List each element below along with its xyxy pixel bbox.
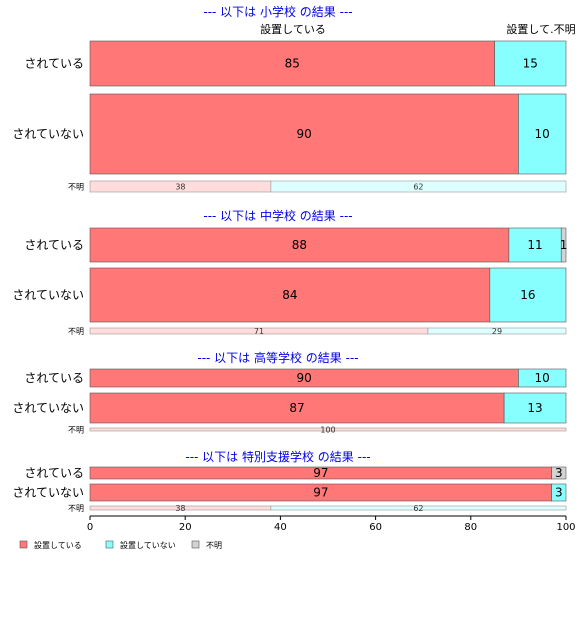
value-label: 71 bbox=[254, 327, 264, 336]
value-label: 11 bbox=[527, 238, 542, 252]
value-label: 84 bbox=[282, 288, 297, 302]
legend-swatch bbox=[19, 540, 28, 549]
row-label-unknown: 不明 bbox=[68, 426, 84, 435]
x-tick-label: 60 bbox=[369, 522, 382, 533]
value-label: 16 bbox=[520, 288, 535, 302]
value-label: 38 bbox=[175, 504, 185, 513]
x-tick-label: 40 bbox=[274, 522, 287, 533]
bar-segment bbox=[270, 505, 567, 511]
row-label: されている bbox=[24, 371, 84, 385]
x-tick-label: 100 bbox=[556, 522, 575, 533]
value-label: 15 bbox=[523, 57, 538, 71]
bar-segment bbox=[270, 180, 567, 193]
row-label: されていない bbox=[12, 288, 84, 302]
row-label: されている bbox=[24, 57, 84, 71]
bar-segment bbox=[551, 483, 567, 502]
value-label: 85 bbox=[285, 57, 300, 71]
row-label: されている bbox=[24, 466, 84, 480]
value-label: 10 bbox=[535, 127, 550, 141]
row-label-unknown: 不明 bbox=[68, 183, 84, 192]
value-label: 87 bbox=[289, 401, 304, 415]
bar-segment bbox=[560, 227, 567, 263]
bar-segment bbox=[518, 93, 567, 175]
row-label: されていない bbox=[12, 127, 84, 141]
bar-segment bbox=[89, 40, 495, 87]
panel-title: --- 以下は 高等学校 の結果 --- bbox=[197, 350, 358, 365]
value-label: 3 bbox=[555, 466, 563, 480]
value-label: 62 bbox=[413, 504, 423, 513]
value-label: 97 bbox=[313, 466, 328, 480]
bar-segment bbox=[89, 267, 491, 323]
value-label: 62 bbox=[413, 183, 423, 192]
bar-segment bbox=[89, 93, 519, 175]
column-header-set: 設置している bbox=[260, 22, 326, 36]
column-header-notset-unknown: 設置して.不明 bbox=[506, 22, 575, 36]
bar-segment bbox=[427, 327, 567, 335]
bar-segment bbox=[503, 392, 567, 424]
bar-segment bbox=[489, 267, 567, 323]
x-tick-label: 0 bbox=[87, 522, 93, 533]
value-label: 1 bbox=[560, 238, 568, 252]
panel-title: --- 以下は 中学校 の結果 --- bbox=[203, 208, 352, 223]
bar-segment bbox=[494, 40, 567, 87]
bar-segment bbox=[518, 368, 567, 388]
value-label: 88 bbox=[292, 238, 307, 252]
bar-segment bbox=[89, 427, 567, 432]
value-label: 38 bbox=[175, 183, 185, 192]
value-label: 13 bbox=[527, 401, 542, 415]
value-label: 97 bbox=[313, 486, 328, 500]
row-label: されている bbox=[24, 238, 84, 252]
legend-label: 設置していない bbox=[120, 540, 176, 550]
legend-label: 設置している bbox=[34, 540, 82, 550]
bar-segment bbox=[89, 392, 505, 424]
value-label: 100 bbox=[320, 426, 335, 435]
bar-segment bbox=[551, 466, 567, 480]
row-label: されていない bbox=[12, 486, 84, 500]
row-label-unknown: 不明 bbox=[68, 504, 84, 513]
legend-swatch bbox=[105, 540, 114, 549]
x-tick-label: 20 bbox=[179, 522, 192, 533]
value-label: 29 bbox=[492, 327, 502, 336]
bar-segment bbox=[508, 227, 562, 263]
row-label: されていない bbox=[12, 401, 84, 415]
x-tick-label: 80 bbox=[464, 522, 477, 533]
legend-swatch bbox=[191, 540, 200, 549]
row-label-unknown: 不明 bbox=[68, 327, 84, 336]
value-label: 10 bbox=[535, 371, 550, 385]
panel-title: --- 以下は 小学校 の結果 --- bbox=[203, 4, 352, 19]
value-label: 90 bbox=[297, 371, 312, 385]
panel-title: --- 以下は 特別支援学校 の結果 --- bbox=[185, 449, 370, 464]
value-label: 3 bbox=[555, 486, 563, 500]
value-label: 90 bbox=[297, 127, 312, 141]
legend-label: 不明 bbox=[206, 541, 222, 550]
bar-segment bbox=[89, 227, 510, 263]
